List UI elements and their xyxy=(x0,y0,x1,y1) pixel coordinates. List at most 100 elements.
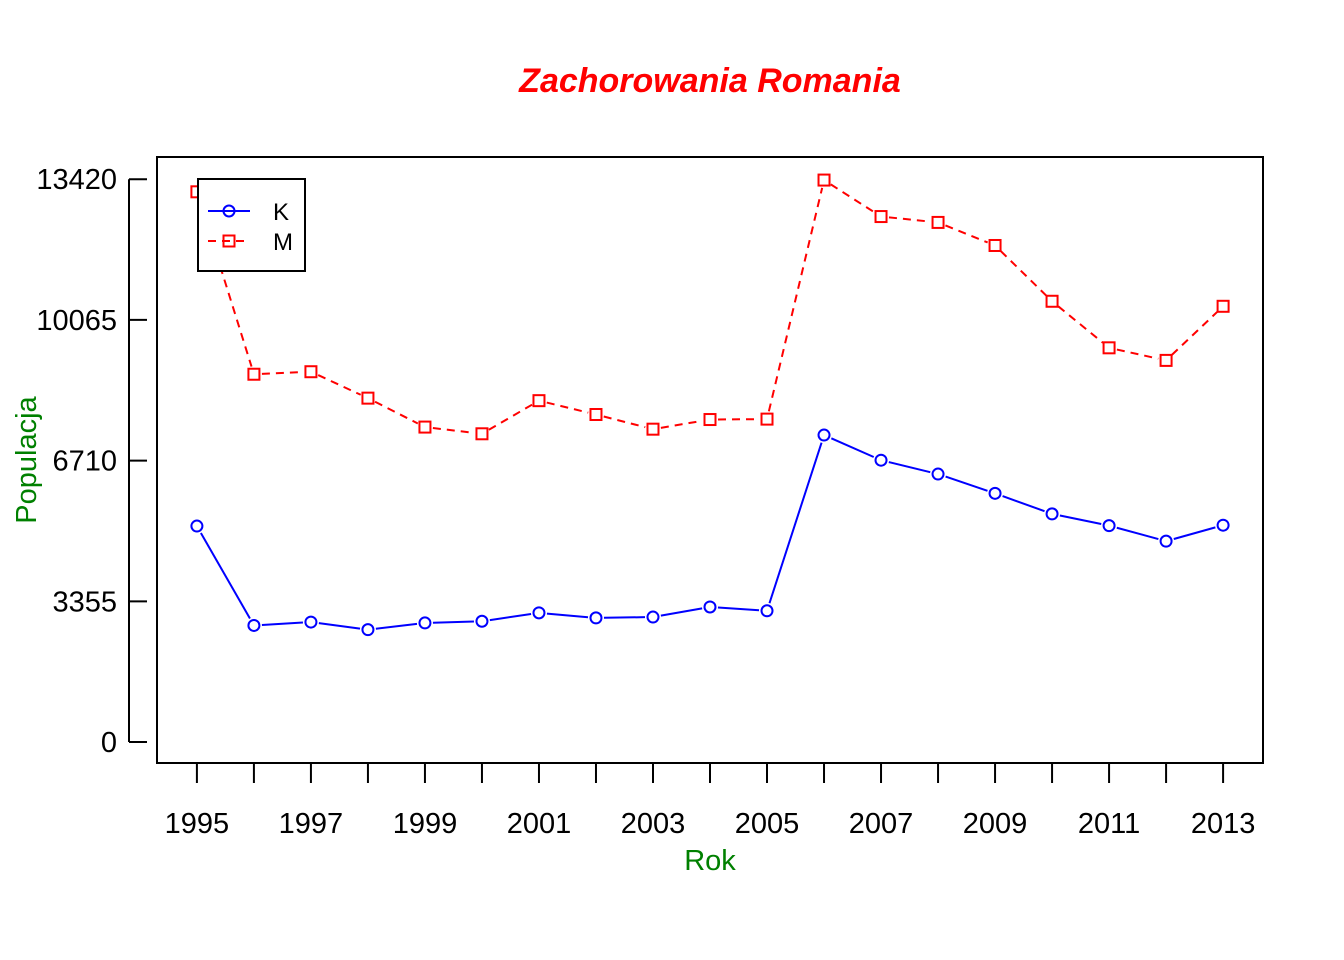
series-K-segment xyxy=(945,475,988,492)
legend-box xyxy=(197,178,306,272)
point-K-2010 xyxy=(1045,507,1059,521)
point-M-2005 xyxy=(760,412,774,426)
point-M-2007 xyxy=(874,210,888,224)
series-K-segment xyxy=(318,622,361,630)
series-K xyxy=(190,428,1230,637)
point-M-1998 xyxy=(361,391,375,405)
x-axis: 1995 1997 1999 2001 2003 2005 2007 2009 2011 2013 xyxy=(165,762,1256,840)
point-M-2003 xyxy=(646,422,660,436)
point-K-2001 xyxy=(532,606,546,620)
series-K-segment xyxy=(830,437,875,458)
series-M-segment xyxy=(488,403,533,431)
series-M xyxy=(190,173,1230,441)
y-tick-label-6710: 6710 xyxy=(52,446,117,478)
legend-label-k: K xyxy=(273,199,289,226)
x-tick-label-1999: 1999 xyxy=(393,808,458,840)
series-M-segment xyxy=(830,183,875,214)
series-M-segment xyxy=(1057,305,1104,344)
legend: K M xyxy=(197,178,306,272)
series-K-segment xyxy=(261,621,304,626)
series-M-segment xyxy=(603,415,646,429)
series-K-segment xyxy=(375,622,418,630)
point-K-2013 xyxy=(1216,518,1230,532)
series-M-segment xyxy=(432,427,475,434)
point-K-2003 xyxy=(646,610,660,624)
series-K-segment xyxy=(1116,526,1159,541)
legend-m-square-marker xyxy=(222,234,236,248)
point-K-2002 xyxy=(589,611,603,625)
series-M-segment xyxy=(546,401,589,414)
series-M-segment xyxy=(261,371,303,375)
x-tick-label-2003: 2003 xyxy=(621,808,686,840)
point-K-2009 xyxy=(988,486,1002,500)
series-K-segment xyxy=(1059,514,1102,525)
series-M-segment xyxy=(945,224,989,244)
x-tick-label-2007: 2007 xyxy=(849,808,914,840)
y-axis: 0 3355 6710 10065 13420 xyxy=(36,164,147,759)
series-K-segment xyxy=(546,612,589,619)
x-tick-label-1997: 1997 xyxy=(279,808,344,840)
point-K-2008 xyxy=(931,467,945,481)
point-M-2001 xyxy=(532,394,546,408)
series-M-segment xyxy=(767,187,824,412)
point-M-1999 xyxy=(418,420,432,434)
point-K-2006 xyxy=(817,428,831,442)
x-tick-label-2005: 2005 xyxy=(735,808,800,840)
point-K-2007 xyxy=(874,453,888,467)
series-K-segment xyxy=(200,532,251,620)
point-K-2000 xyxy=(475,614,489,628)
point-K-2011 xyxy=(1102,519,1116,533)
series-K-segment xyxy=(660,607,703,617)
point-M-2010 xyxy=(1045,294,1059,308)
y-tick-label-13420: 13420 xyxy=(36,164,117,196)
point-K-1998 xyxy=(361,623,375,637)
y-tick-label-10065: 10065 xyxy=(36,305,117,337)
y-tick-label-3355: 3355 xyxy=(52,586,117,618)
point-K-1999 xyxy=(418,616,432,630)
point-K-2004 xyxy=(703,600,717,614)
plot-frame xyxy=(156,156,1264,764)
x-axis-label: Rok xyxy=(684,845,736,877)
point-K-2012 xyxy=(1159,534,1173,548)
series-M-segment xyxy=(888,216,931,223)
series-K-segment xyxy=(1002,495,1045,513)
series-K-segment xyxy=(603,616,646,619)
series-K-segment xyxy=(768,442,823,604)
legend-k-circle-marker xyxy=(222,204,236,218)
series-M-segment xyxy=(660,419,703,429)
point-M-1996 xyxy=(247,367,261,381)
series-M-segment xyxy=(1116,348,1159,360)
legend-label-m: M xyxy=(273,229,293,256)
point-M-2002 xyxy=(589,407,603,421)
point-K-1995 xyxy=(190,519,204,533)
series-K-segment xyxy=(717,606,760,612)
point-M-1997 xyxy=(304,365,318,379)
point-K-1996 xyxy=(247,618,261,632)
series-K-segment xyxy=(888,461,931,474)
point-K-2005 xyxy=(760,604,774,618)
series-M-segment xyxy=(317,374,362,396)
x-tick-label-2001: 2001 xyxy=(507,808,572,840)
x-tick-label-2009: 2009 xyxy=(963,808,1028,840)
y-axis-label: Populacja xyxy=(11,395,43,523)
chart-title: Zachorowania Romania xyxy=(518,62,901,100)
series-M-segment xyxy=(1171,311,1218,356)
x-tick-label-1995: 1995 xyxy=(165,808,230,840)
point-M-2012 xyxy=(1159,353,1173,367)
y-tick-label-0: 0 xyxy=(101,727,117,759)
x-tick-label-2011: 2011 xyxy=(1078,808,1140,840)
series-K-segment xyxy=(489,613,532,622)
series-K-segment xyxy=(432,620,474,624)
point-M-2000 xyxy=(475,427,489,441)
point-M-2009 xyxy=(988,238,1002,252)
series-layer xyxy=(190,173,1230,637)
point-M-2011 xyxy=(1102,341,1116,355)
point-M-2004 xyxy=(703,413,717,427)
series-K-segment xyxy=(1173,526,1216,540)
point-M-2006 xyxy=(817,173,831,187)
x-tick-label-2013: 2013 xyxy=(1191,808,1256,840)
point-K-1997 xyxy=(304,615,318,629)
series-M-segment xyxy=(374,400,419,425)
series-M-segment xyxy=(1000,250,1048,297)
